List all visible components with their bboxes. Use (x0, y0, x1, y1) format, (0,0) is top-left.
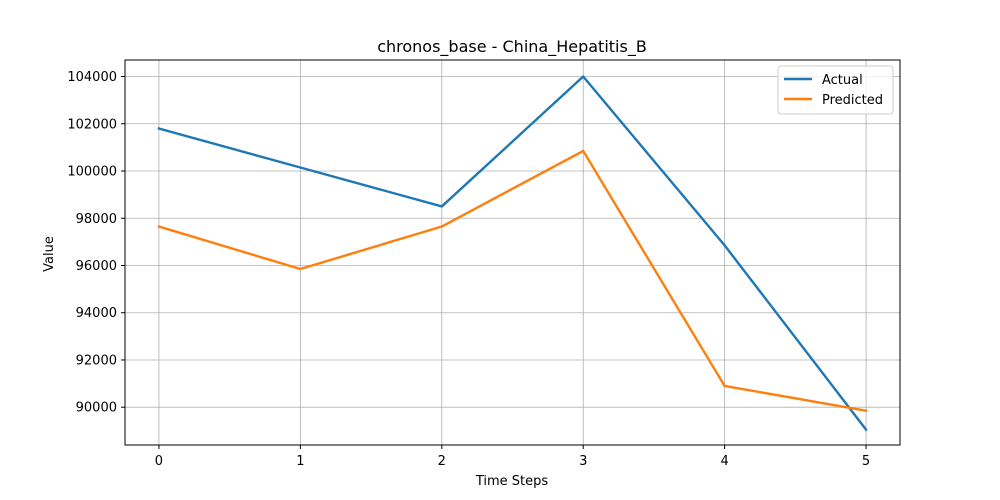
grid (125, 60, 900, 445)
x-tick-label: 5 (862, 454, 870, 469)
series-line-predicted (157, 149, 868, 413)
y-axis: 90000 92000 94000 96000 98000 100000 102000 104… (67, 70, 125, 416)
x-tick-label: 2 (438, 454, 446, 469)
y-tick-label: 98000 (76, 212, 117, 227)
y-tick-label: 90000 (76, 401, 117, 416)
plot-area-frame (124, 59, 901, 446)
y-tick-label: 94000 (76, 306, 117, 321)
x-tick-label: 4 (720, 454, 728, 469)
y-axis-title: Value (42, 236, 57, 272)
chart-title: chronos_base - China_Hepatitis_B (377, 37, 647, 57)
y-tick-label: 96000 (76, 259, 117, 274)
legend-label-predicted: Predicted (822, 93, 883, 108)
legend-label-actual: Actual (822, 73, 863, 88)
y-tick-label: 104000 (67, 70, 117, 85)
y-tick-label: 92000 (76, 353, 117, 368)
series-lines (157, 75, 868, 432)
x-tick-label: 3 (579, 454, 587, 469)
x-axis-title: Time Steps (475, 474, 549, 489)
x-tick-label: 1 (296, 454, 304, 469)
x-axis: 0 1 2 3 4 5 (155, 445, 870, 469)
legend: Actual Predicted (777, 65, 894, 115)
y-tick-label: 100000 (67, 165, 117, 180)
x-tick-label: 0 (155, 454, 163, 469)
series-line-actual (157, 75, 868, 432)
y-tick-label: 102000 (67, 117, 117, 132)
